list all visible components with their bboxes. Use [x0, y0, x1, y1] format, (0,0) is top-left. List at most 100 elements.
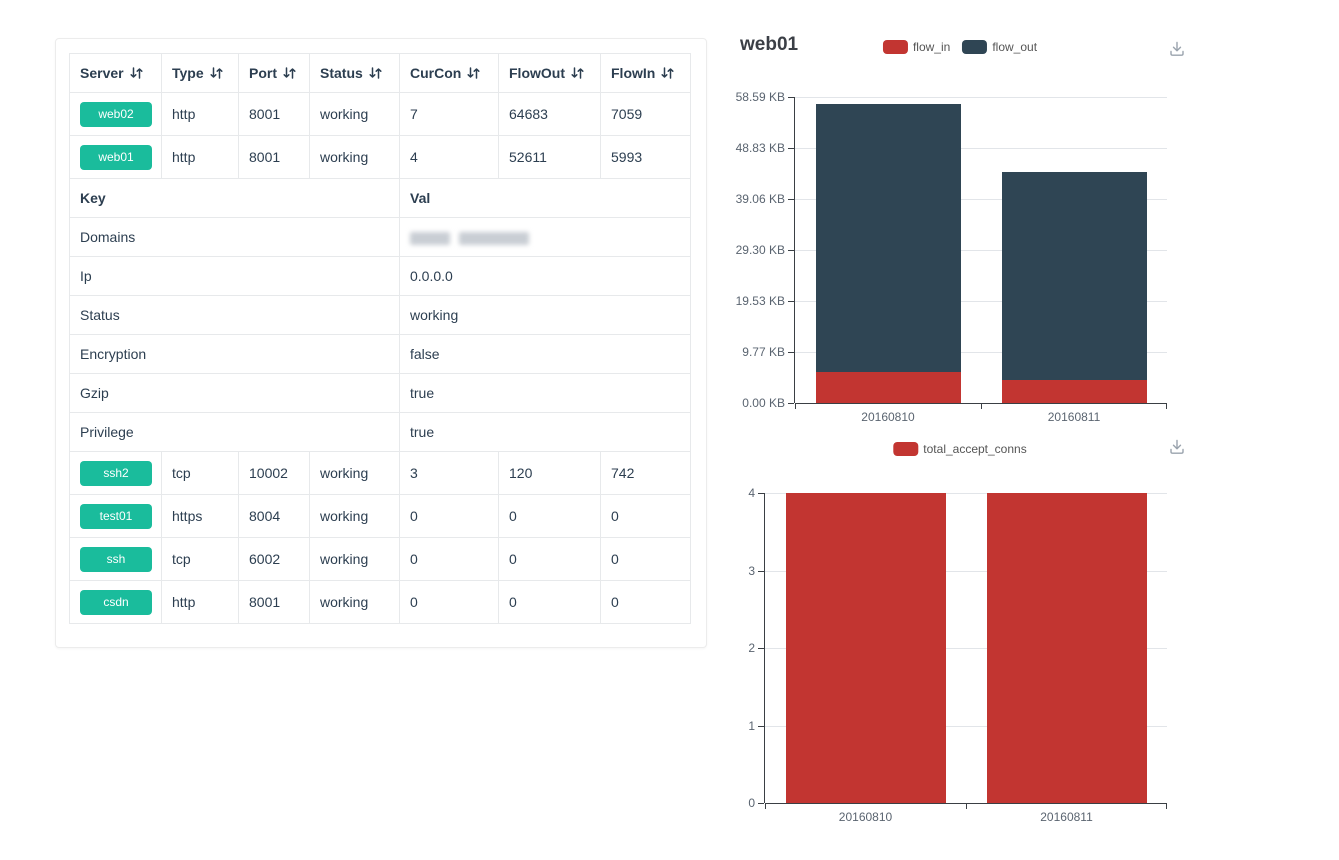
flowout-cell: 0: [498, 537, 601, 581]
type-cell: https: [161, 494, 239, 538]
column-header-flowout[interactable]: FlowOut: [498, 53, 601, 93]
curcon-cell: 4: [399, 135, 499, 179]
sort-icon[interactable]: [571, 67, 584, 79]
detail-key: Domains: [69, 217, 400, 257]
y-axis-line: [764, 493, 765, 803]
bar-flow_in-20160810[interactable]: [815, 372, 961, 403]
status-cell: working: [309, 580, 400, 624]
legend-swatch-flow-out: [962, 40, 988, 54]
y-tick-mark: [788, 199, 794, 200]
server-cell: test01: [69, 494, 162, 538]
chart-legend: total_accept_conns: [893, 442, 1027, 456]
sort-icon[interactable]: [283, 67, 296, 79]
column-header-flowin[interactable]: FlowIn: [600, 53, 691, 93]
detail-header-row: Key Val: [69, 178, 691, 218]
type-cell: http: [161, 135, 239, 179]
column-header-server[interactable]: Server: [69, 53, 162, 93]
port-cell: 6002: [238, 537, 310, 581]
redacted-domain-value: [410, 231, 450, 245]
redacted-domain-value: [459, 231, 529, 245]
column-header-type[interactable]: Type: [161, 53, 239, 93]
column-label: Status: [320, 65, 363, 81]
legend-swatch-flow-in: [882, 40, 908, 54]
curcon-cell: 0: [399, 580, 499, 624]
column-header-status[interactable]: Status: [309, 53, 400, 93]
server-row[interactable]: test01 https 8004 working 0 0 0: [69, 494, 691, 538]
table-wrap: Server Type Port Status CurCon FlowOut F…: [69, 53, 691, 624]
legend-label: flow_out: [992, 40, 1038, 54]
column-header-curcon[interactable]: CurCon: [399, 53, 499, 93]
legend-label: total_accept_conns: [923, 442, 1027, 456]
x-tick-label: 20160810: [838, 810, 893, 824]
server-name-badge[interactable]: web02: [80, 101, 152, 127]
port-cell: 8004: [238, 494, 310, 538]
detail-key: Privilege: [69, 412, 400, 452]
column-header-port[interactable]: Port: [238, 53, 310, 93]
detail-row: Status working: [69, 295, 691, 335]
status-cell: working: [309, 451, 400, 495]
detail-key: Ip: [69, 256, 400, 296]
x-tick-label: 20160811: [1047, 410, 1101, 424]
y-tick-label: 1: [748, 719, 755, 733]
y-tick-label: 4: [748, 486, 755, 500]
sort-icon[interactable]: [369, 67, 382, 79]
server-row[interactable]: web02 http 8001 working 7 64683 7059: [69, 92, 691, 136]
y-tick-mark: [788, 97, 794, 98]
column-label: FlowIn: [611, 65, 656, 81]
detail-row: Privilege true: [69, 412, 691, 452]
server-name-badge[interactable]: ssh: [80, 546, 152, 572]
legend-item-flow-out[interactable]: flow_out: [962, 40, 1037, 54]
flowout-cell: 0: [498, 494, 601, 538]
server-row[interactable]: csdn http 8001 working 0 0 0: [69, 580, 691, 624]
gridline: [795, 148, 1167, 149]
bar-flow_out-20160810[interactable]: [815, 104, 961, 373]
detail-row: Encryption false: [69, 334, 691, 374]
flowin-cell: 5993: [600, 135, 691, 179]
bar-total_accept_conns-20160810[interactable]: [785, 493, 946, 803]
server-name-badge[interactable]: test01: [80, 503, 152, 529]
status-cell: working: [309, 135, 400, 179]
curcon-cell: 0: [399, 494, 499, 538]
bar-total_accept_conns-20160811[interactable]: [986, 493, 1147, 803]
detail-val: true: [399, 412, 691, 452]
bar-flow_out-20160811[interactable]: [1001, 172, 1147, 381]
download-icon[interactable]: [1168, 40, 1186, 58]
sort-icon[interactable]: [661, 67, 674, 79]
port-cell: 8001: [238, 135, 310, 179]
chart-title: web01: [740, 34, 799, 55]
server-name-badge[interactable]: ssh2: [80, 460, 152, 486]
type-cell: tcp: [161, 537, 239, 581]
flowin-cell: 7059: [600, 92, 691, 136]
server-cell: ssh: [69, 537, 162, 581]
type-cell: http: [161, 92, 239, 136]
bar-flow_in-20160811[interactable]: [1001, 380, 1147, 403]
x-tick-mark: [966, 803, 967, 809]
legend-item-flow-in[interactable]: flow_in: [882, 40, 950, 54]
column-label: CurCon: [410, 65, 462, 81]
sort-icon[interactable]: [210, 67, 223, 79]
detail-key: Gzip: [69, 373, 400, 413]
server-row[interactable]: web01 http 8001 working 4 52611 5993: [69, 135, 691, 179]
gridline: [795, 250, 1167, 251]
status-cell: working: [309, 494, 400, 538]
download-icon[interactable]: [1168, 438, 1186, 456]
y-tick-mark: [758, 648, 764, 649]
y-tick-mark: [758, 571, 764, 572]
server-name-badge[interactable]: web01: [80, 144, 152, 170]
server-row[interactable]: ssh tcp 6002 working 0 0 0: [69, 537, 691, 581]
sort-icon[interactable]: [130, 67, 143, 79]
y-tick-mark: [758, 803, 764, 804]
flowin-cell: 0: [600, 580, 691, 624]
detail-key: Status: [69, 295, 400, 335]
y-tick-label: 29.30 KB: [735, 243, 785, 257]
server-name-badge[interactable]: csdn: [80, 589, 152, 615]
y-tick-label: 48.83 KB: [735, 141, 785, 155]
gridline: [765, 648, 1167, 649]
y-tick-mark: [788, 352, 794, 353]
server-row[interactable]: ssh2 tcp 10002 working 3 120 742: [69, 451, 691, 495]
detail-val: [399, 217, 691, 257]
legend-item-total-accept-conns[interactable]: total_accept_conns: [893, 442, 1027, 456]
sort-icon[interactable]: [467, 67, 480, 79]
y-tick-label: 39.06 KB: [735, 192, 785, 206]
chart-legend: flow_in flow_out: [882, 40, 1037, 54]
